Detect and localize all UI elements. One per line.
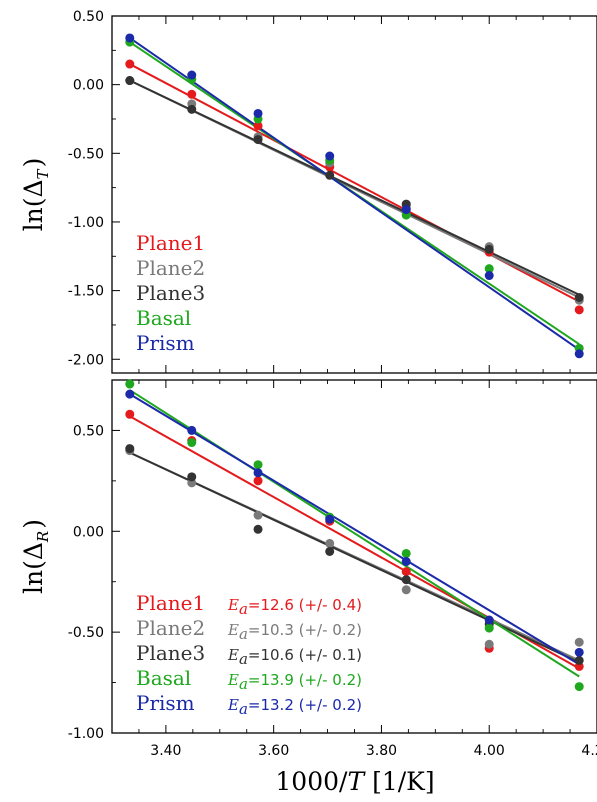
legend-label-plane3: Plane3 [136, 641, 205, 665]
data-point-plane3 [253, 524, 263, 534]
data-point-plane3 [187, 104, 197, 114]
legend-label-plane2: Plane2 [136, 256, 205, 280]
y-tick-label: 0.00 [73, 78, 104, 94]
data-point-basal [484, 623, 494, 633]
data-point-plane3 [574, 655, 584, 665]
data-point-plane1 [125, 409, 135, 419]
data-point-plane1 [187, 89, 197, 99]
data-point-prism [574, 647, 584, 657]
data-point-plane3 [125, 444, 135, 454]
legend-label-plane1: Plane1 [136, 231, 205, 255]
legend-label-plane3: Plane3 [136, 281, 205, 305]
y-axis-title: ln(ΔR) [19, 519, 52, 594]
y-tick-label: -0.50 [68, 625, 104, 641]
data-point-basal [187, 438, 197, 448]
y-tick-label: 0.50 [73, 423, 104, 439]
data-point-plane1 [125, 59, 135, 69]
legend-label-basal: Basal [136, 666, 191, 690]
data-point-plane2 [253, 510, 263, 520]
data-point-basal [401, 548, 411, 558]
x-tick-label: 3.60 [258, 743, 289, 759]
fit-line-plane3 [129, 451, 580, 664]
legend-label-basal: Basal [136, 306, 191, 330]
data-point-prism [187, 425, 197, 435]
data-point-basal [125, 379, 135, 389]
fit-line-plane3 [129, 79, 580, 296]
activation-energy-plane1: Ea=12.6 (+/- 0.4) [227, 596, 362, 618]
legend-label-prism: Prism [136, 691, 195, 715]
data-point-plane3 [325, 170, 335, 180]
data-point-plane3 [484, 244, 494, 254]
data-point-plane1 [401, 567, 411, 577]
y-tick-label: -0.50 [68, 146, 104, 162]
data-point-plane1 [574, 305, 584, 315]
legend-label-plane1: Plane1 [136, 591, 205, 615]
data-point-plane3 [574, 292, 584, 302]
data-point-prism [484, 615, 494, 625]
data-point-plane3 [187, 472, 197, 482]
data-point-prism [125, 389, 135, 399]
y-tick-label: -1.00 [68, 215, 104, 231]
y-axis-title: ln(ΔT) [19, 158, 52, 232]
data-point-plane1 [253, 476, 263, 486]
x-axis-title: 1000/T [1/K] [275, 767, 434, 796]
data-point-plane3 [253, 135, 263, 145]
data-point-plane2 [484, 639, 494, 649]
legend-label-prism: Prism [136, 331, 195, 355]
data-point-prism [574, 349, 584, 359]
data-point-prism [187, 70, 197, 80]
x-tick-label: 4.00 [474, 743, 505, 759]
fit-line-prism [129, 37, 580, 351]
y-tick-label: 0.00 [73, 524, 104, 540]
y-tick-label: 0.50 [73, 9, 104, 25]
panel-2: 3.40 3.60 3.80 4.00 4.20 0.50 0.00 -0.50 -1.00 ln… [19, 379, 597, 759]
fit-line-prism [129, 393, 580, 666]
panel-1: 0.50 0.00 -0.50 -1.00 -1.50 -2.00 ln(ΔT) Plane1… [19, 9, 597, 374]
activation-energy-prism: Ea=13.2 (+/- 0.2) [227, 696, 362, 718]
data-point-prism [253, 468, 263, 478]
data-point-basal [253, 460, 263, 470]
data-point-plane2 [574, 637, 584, 647]
data-point-plane3 [325, 546, 335, 556]
x-tick-label: 3.80 [366, 743, 397, 759]
data-point-prism [401, 205, 411, 215]
data-point-plane1 [253, 121, 263, 131]
activation-energy-plane2: Ea=10.3 (+/- 0.2) [227, 621, 362, 643]
data-point-prism [125, 33, 135, 43]
fit-line-basal [129, 389, 580, 678]
data-point-basal [574, 682, 584, 692]
data-point-plane2 [325, 538, 335, 548]
data-point-prism [484, 271, 494, 281]
data-point-prism [401, 557, 411, 567]
data-point-plane2 [401, 585, 411, 595]
x-tick-label: 3.40 [150, 743, 181, 759]
data-point-plane3 [125, 76, 135, 86]
x-tick-label: 4.20 [581, 743, 597, 759]
activation-energy-basal: Ea=13.9 (+/- 0.2) [227, 671, 362, 693]
data-point-prism [325, 514, 335, 524]
data-point-plane3 [401, 575, 411, 585]
y-tick-label: -1.00 [68, 726, 104, 742]
data-point-basal [484, 264, 494, 274]
data-point-prism [253, 108, 263, 118]
activation-energy-plane3: Ea=10.6 (+/- 0.1) [227, 646, 362, 668]
y-tick-label: -1.50 [68, 284, 104, 300]
y-tick-label: -2.00 [68, 352, 104, 368]
data-point-prism [325, 151, 335, 161]
legend-label-plane2: Plane2 [136, 616, 205, 640]
